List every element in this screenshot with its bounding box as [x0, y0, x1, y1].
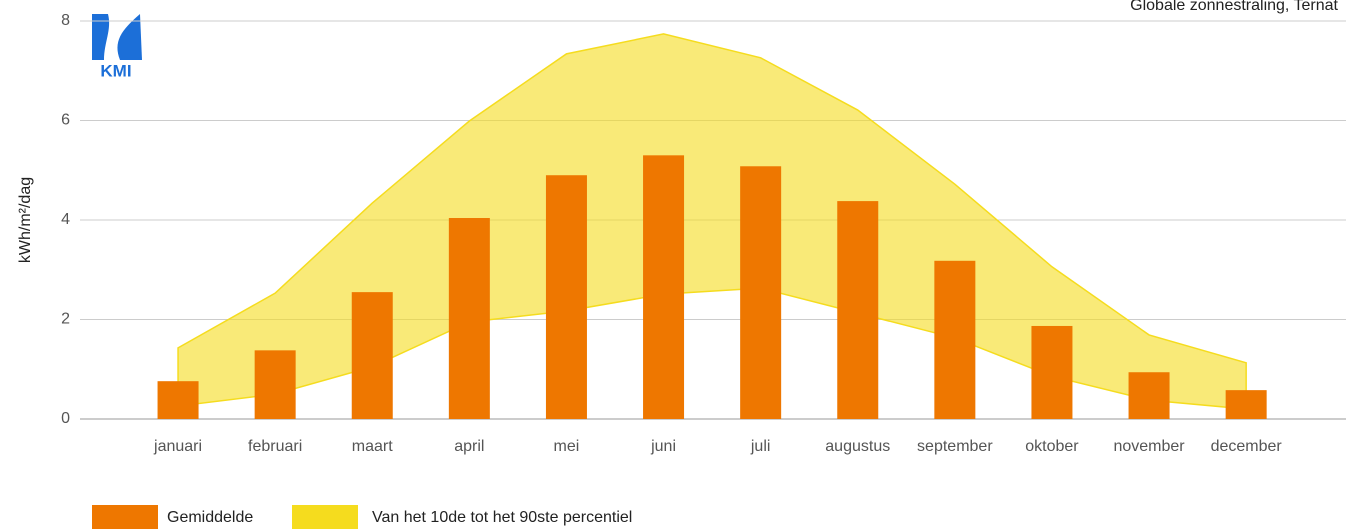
- bar: [1128, 372, 1170, 419]
- bar: [1031, 325, 1073, 419]
- y-axis-label: kWh/m²/dag: [17, 177, 34, 263]
- x-tick-label: april: [454, 438, 484, 455]
- bar: [448, 218, 490, 419]
- x-tick-label: oktober: [1025, 438, 1079, 455]
- chart-title: Globale zonnestraling, Ternat: [1130, 0, 1338, 14]
- bar: [351, 292, 393, 419]
- logo-text: KMI: [100, 61, 131, 80]
- y-tick-label: 0: [61, 410, 70, 427]
- x-tick-label: december: [1211, 438, 1283, 455]
- legend-swatch: [292, 505, 358, 529]
- bar: [934, 260, 976, 419]
- x-tick-label: augustus: [825, 438, 890, 455]
- x-tick-label: januari: [153, 438, 202, 455]
- x-tick-label: mei: [554, 438, 580, 455]
- y-tick-label: 2: [61, 311, 70, 328]
- percentile-band: [177, 33, 1247, 410]
- y-tick-label: 8: [61, 12, 70, 29]
- logo: KMI: [92, 14, 142, 80]
- x-tick-label: november: [1113, 438, 1185, 455]
- bar: [254, 350, 296, 419]
- x-tick-label: februari: [248, 438, 302, 455]
- bar: [740, 166, 782, 419]
- legend-label: Van het 10de tot het 90ste percentiel: [372, 509, 632, 526]
- bar: [643, 155, 685, 419]
- x-tick-label: juni: [650, 438, 676, 455]
- bar: [157, 381, 199, 419]
- y-tick-label: 4: [61, 211, 70, 228]
- bar: [1225, 390, 1267, 419]
- legend-swatch: [92, 505, 158, 529]
- x-tick-label: juli: [750, 438, 771, 455]
- bar: [545, 175, 587, 419]
- x-tick-label: maart: [352, 438, 393, 455]
- legend-label: Gemiddelde: [167, 509, 253, 526]
- y-tick-label: 6: [61, 112, 70, 129]
- x-tick-label: september: [917, 438, 993, 455]
- bar: [837, 201, 879, 419]
